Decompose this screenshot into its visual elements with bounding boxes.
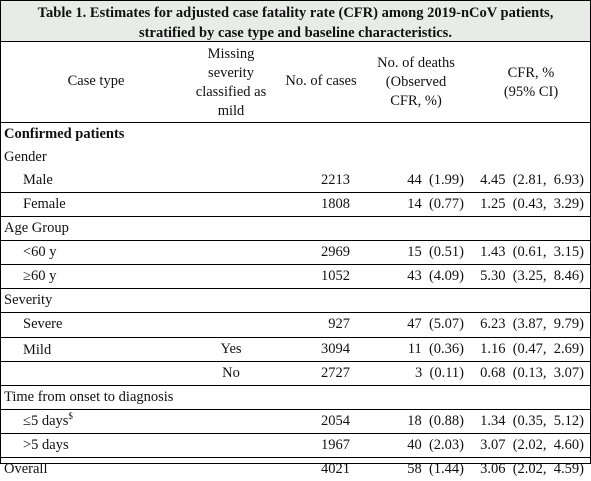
table-row: Female 1808 14 (0.77) 1.25 (0.43, 3.29) [1,193,590,217]
row-label: ≥60 y [23,268,57,284]
table-row: Yes 3094 11 (0.36) 1.16 (0.47, 2.69) [1,338,590,362]
row-label: >5 days [23,437,69,453]
cell-missing: No [222,365,240,381]
cell-deaths: 11 (0.36) [407,341,464,357]
cell-cases: 4021 [321,461,350,477]
cell-cases: 1052 [321,268,350,284]
cell-cases: 2054 [321,413,350,429]
row-label: Severe [23,316,63,332]
table-row: Overall 4021 58 (1.44) 3.06 (2.02, 4.59) [1,458,590,481]
table-row: Male 2213 44 (1.99) 4.45 (2.81, 6.93) [1,169,590,193]
header-deaths-line-1: No. of deaths [377,55,455,71]
cell-cfr: 1.16 (0.47, 2.69) [480,341,584,357]
cell-deaths: 3 (0.11) [415,365,464,381]
row-label: Female [23,196,66,212]
cell-cases: 1967 [321,437,350,453]
header-no-of-deaths: No. of deaths (Observed CFR, %) [366,54,466,111]
table-row: <60 y 2969 15 (0.51) 1.43 (0.61, 3.15) [1,241,590,265]
row-label: ≤5 days$ [23,410,73,433]
cell-deaths: 58 (1.44) [407,461,464,477]
cell-cfr: 6.23 (3.87, 9.79) [480,316,584,332]
cell-cases: 2727 [321,365,350,381]
table-row: Confirmed patients [1,123,590,146]
row-label: Gender [4,149,47,165]
table-caption: Table 1. Estimates for adjusted case fat… [1,1,590,42]
header-missing-line-1: Missing [207,46,255,62]
table-row: Gender [1,146,590,169]
cell-deaths: 44 (1.99) [407,172,464,188]
cell-cfr: 1.43 (0.61, 3.15) [480,244,584,260]
cell-cfr: 4.45 (2.81, 6.93) [480,172,584,188]
header-missing-severity: Missing severity classified as mild [181,45,281,121]
caption-line-1: Table 1. Estimates for adjusted case fat… [37,5,554,21]
cell-cfr: 1.25 (0.43, 3.29) [480,196,584,212]
cell-cfr: 5.30 (3.25, 8.46) [480,268,584,284]
cell-deaths: 14 (0.77) [407,196,464,212]
row-label: <60 y [23,244,57,260]
table-row: Severity [1,289,590,313]
cell-cases: 3094 [321,341,350,357]
table-body: Confirmed patients Gender Male 2213 44 (… [1,123,590,481]
cell-missing: Yes [220,341,242,357]
row-label-text: ≤5 days [23,413,69,429]
header-missing-line-2: severity [208,65,254,81]
cell-cases: 1808 [321,196,350,212]
row-label: Severity [4,292,53,308]
header-deaths-line-3: CFR, %) [390,93,442,109]
table-row: Time from onset to diagnosis [1,386,590,410]
header-cfr-line-1: CFR, % [507,65,555,81]
cell-deaths: 47 (5.07) [407,316,464,332]
row-label-mild: Mild [23,342,52,358]
table-row: ≤5 days$ 2054 18 (0.88) 1.34 (0.35, 5.12… [1,410,590,434]
cell-cases: 927 [328,316,350,332]
row-label: Age Group [4,220,69,236]
row-label: Confirmed patients [4,126,125,142]
header-no-of-cases: No. of cases [285,73,357,89]
caption-line-2: stratified by case type and baseline cha… [139,25,452,41]
cell-deaths: 18 (0.88) [407,413,464,429]
table-row: ≥60 y 1052 43 (4.09) 5.30 (3.25, 8.46) [1,265,590,289]
cell-cases: 2969 [321,244,350,260]
header-deaths-line-2: (Observed [385,74,447,90]
cell-cfr: 3.07 (2.02, 4.60) [480,437,584,453]
cell-cases: 2213 [321,172,350,188]
cell-cfr: 0.68 (0.13, 3.07) [480,365,584,381]
header-missing-line-3: classified as [195,84,267,100]
table-row: Severe 927 47 (5.07) 6.23 (3.87, 9.79) [1,313,590,338]
footnote-marker: $ [68,411,73,422]
row-label: Overall [4,461,48,477]
header-missing-line-4: mild [217,103,245,119]
row-label: Male [23,172,53,188]
cell-cfr: 1.34 (0.35, 5.12) [480,413,584,429]
cell-deaths: 43 (4.09) [407,268,464,284]
header-cfr: CFR, % (95% CI) [476,64,586,102]
table-header: Case type Missing severity classified as… [1,42,590,123]
cell-deaths: 15 (0.51) [407,244,464,260]
cell-cfr: 3.06 (2.02, 4.59) [480,461,584,477]
table-row: >5 days 1967 40 (2.03) 3.07 (2.02, 4.60) [1,434,590,458]
header-case-type: Case type [67,73,125,89]
table-row: No 2727 3 (0.11) 0.68 (0.13, 3.07) [1,362,590,386]
header-cfr-line-2: (95% CI) [503,84,559,100]
row-label: Time from onset to diagnosis [4,389,174,405]
table-row: Age Group [1,217,590,241]
cell-deaths: 40 (2.03) [407,437,464,453]
